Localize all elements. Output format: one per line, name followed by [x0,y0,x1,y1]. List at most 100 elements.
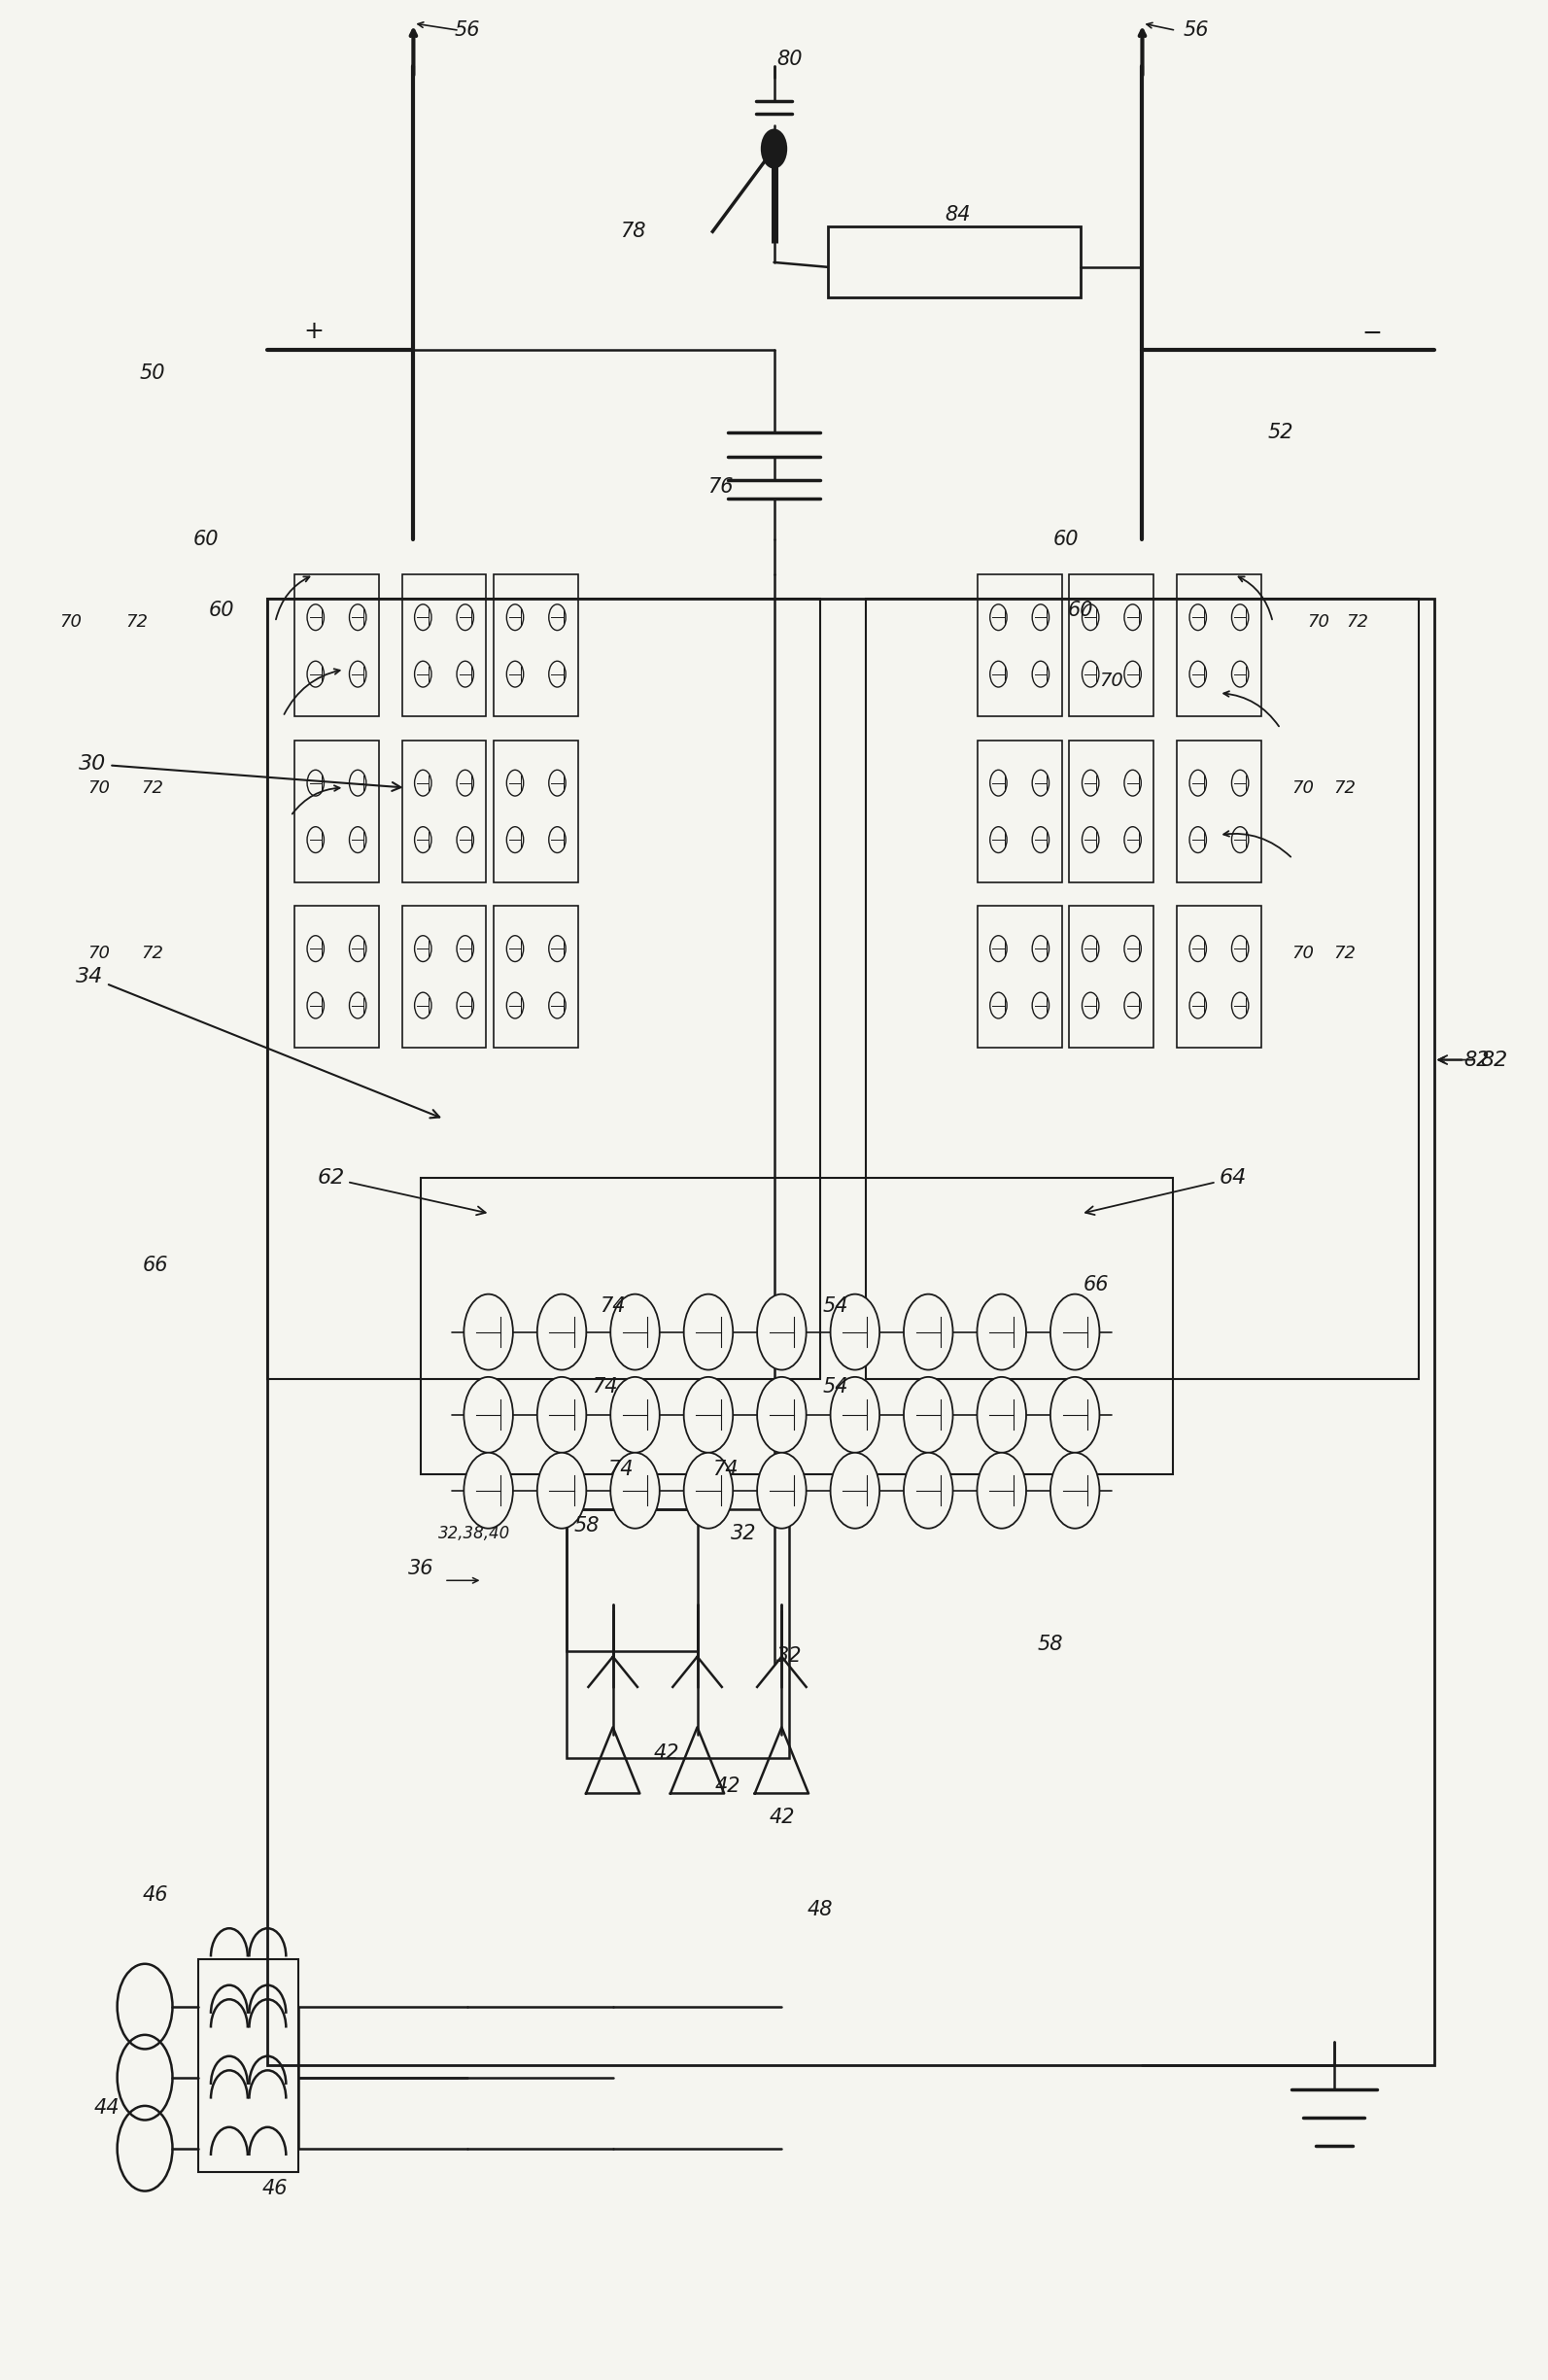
Circle shape [1051,1295,1099,1371]
Circle shape [464,1295,512,1371]
Text: 42: 42 [769,1806,794,1828]
Circle shape [684,1295,732,1371]
Circle shape [757,1452,807,1528]
Text: 70: 70 [1293,945,1314,962]
Bar [865,597,1418,1380]
Bar [494,907,579,1047]
Text: 32,38,40: 32,38,40 [438,1526,511,1542]
Text: 78: 78 [619,221,646,240]
Bar [1176,740,1262,883]
Text: 70: 70 [60,614,82,631]
Text: 42: 42 [715,1775,741,1797]
Bar [977,907,1062,1047]
Bar [268,597,820,1380]
Text: 46: 46 [263,2180,288,2199]
Text: 82: 82 [1464,1050,1489,1069]
Text: 76: 76 [707,478,734,497]
Text: 30: 30 [79,754,401,790]
Bar [828,226,1081,298]
Text: −: − [1362,321,1382,345]
Text: 72: 72 [1345,614,1368,631]
Text: 46: 46 [142,1885,169,1904]
Circle shape [904,1295,954,1371]
Circle shape [762,131,786,167]
Text: 66: 66 [142,1257,169,1276]
Text: 72: 72 [141,778,164,797]
Circle shape [904,1378,954,1452]
Text: 62: 62 [317,1169,486,1216]
Text: 60: 60 [1053,528,1079,550]
Text: 60: 60 [194,528,220,550]
Text: 74: 74 [712,1459,738,1478]
Bar [1176,574,1262,716]
Circle shape [977,1295,1026,1371]
Circle shape [684,1378,732,1452]
Text: 32: 32 [731,1523,755,1542]
Text: 54: 54 [822,1297,848,1316]
Text: 60: 60 [209,600,234,619]
Text: 84: 84 [946,205,971,224]
Bar [1070,574,1153,716]
Circle shape [757,1295,807,1371]
Text: 70: 70 [1308,614,1330,631]
Bar [294,574,379,716]
Text: 82: 82 [1438,1050,1508,1069]
Circle shape [464,1452,512,1528]
Bar [977,574,1062,716]
Bar [268,597,1433,2066]
Bar [1070,907,1153,1047]
Circle shape [537,1378,587,1452]
Text: 80: 80 [777,50,802,69]
Text: 44: 44 [93,2099,119,2118]
Bar [294,907,379,1047]
Circle shape [1051,1452,1099,1528]
Text: 60: 60 [1068,600,1094,619]
Text: 72: 72 [141,945,164,962]
Text: 70: 70 [88,945,110,962]
Circle shape [904,1452,954,1528]
Circle shape [684,1452,732,1528]
Text: 72: 72 [1334,945,1356,962]
Circle shape [977,1452,1026,1528]
Text: 58: 58 [574,1516,599,1535]
Circle shape [830,1295,879,1371]
Text: 32: 32 [777,1647,802,1666]
Bar [198,1959,299,2173]
Circle shape [610,1452,659,1528]
Text: 36: 36 [409,1559,433,1578]
Circle shape [537,1452,587,1528]
Bar [1176,907,1262,1047]
Text: 72: 72 [125,614,149,631]
Text: 74: 74 [593,1376,618,1397]
Circle shape [830,1452,879,1528]
Text: 54: 54 [822,1376,848,1397]
Bar [977,740,1062,883]
Circle shape [757,1378,807,1452]
Circle shape [830,1378,879,1452]
Text: 74: 74 [601,1297,625,1316]
Bar [494,740,579,883]
Text: +: + [303,319,324,343]
Circle shape [537,1295,587,1371]
Bar [402,574,486,716]
Text: 64: 64 [1085,1169,1246,1214]
Circle shape [464,1378,512,1452]
Bar [402,907,486,1047]
Text: 74: 74 [608,1459,633,1478]
Text: 56: 56 [1183,21,1209,40]
Text: 72: 72 [1334,778,1356,797]
Circle shape [610,1295,659,1371]
Text: 56: 56 [454,21,480,40]
Text: 52: 52 [1268,424,1293,443]
Bar [567,1509,789,1759]
Bar [421,1178,1173,1473]
Text: 70: 70 [1293,778,1314,797]
Text: 34: 34 [76,966,440,1119]
Bar [494,574,579,716]
Text: 48: 48 [807,1899,833,1918]
Bar [567,1509,697,1652]
Text: 50: 50 [139,364,166,383]
Bar [1070,740,1153,883]
Text: 70: 70 [1099,671,1124,690]
Circle shape [1051,1378,1099,1452]
